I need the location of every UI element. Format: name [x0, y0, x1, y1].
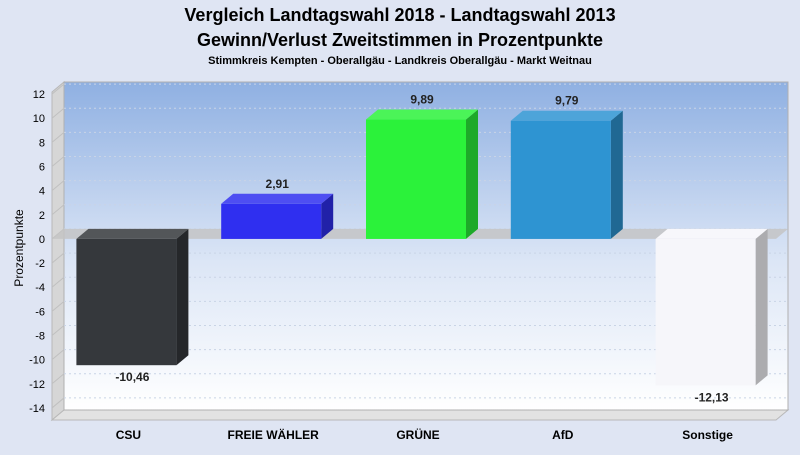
y-tick-label: -6	[35, 306, 45, 318]
bar-front	[510, 120, 611, 239]
bar-side	[610, 110, 623, 239]
bar-front	[655, 238, 756, 386]
gridline-side	[51, 325, 65, 336]
y-tick-label: -10	[29, 355, 45, 367]
value-label: 9,79	[555, 94, 579, 108]
bar-side	[321, 193, 334, 239]
y-tick-label: 0	[39, 234, 45, 246]
gridline-side	[51, 276, 65, 288]
value-label: 9,89	[410, 93, 434, 107]
y-tick-label: -4	[35, 282, 45, 294]
y-tick-label: 2	[39, 210, 45, 222]
chart-subtitle: Stimmkreis Kempten - Oberallgäu - Landkr…	[208, 55, 592, 67]
y-tick-label: 6	[39, 162, 45, 174]
gridline-side	[51, 300, 65, 312]
value-label: -12,13	[695, 390, 729, 404]
bars	[76, 109, 768, 386]
gridline-side	[51, 252, 65, 264]
x-tick-label: FREIE WÄHLER	[228, 427, 320, 442]
bar-csu	[76, 228, 189, 366]
gridline-side	[51, 397, 65, 409]
value-labels: -10,46 2,91 9,89 9,79 -12,13	[115, 93, 729, 405]
y-tick-label: 8	[39, 137, 45, 149]
y-tick-label: -14	[29, 403, 45, 415]
bar-top	[366, 109, 478, 120]
bar-top	[76, 228, 189, 239]
value-label: 2,91	[266, 177, 290, 191]
gridline-side	[51, 156, 65, 167]
bar-afd	[510, 110, 623, 239]
plot-side-wall	[51, 80, 65, 422]
y-tick-label: 12	[33, 89, 45, 101]
bar-side	[176, 228, 189, 366]
y-axis-label: Prozentpunkte	[12, 209, 26, 287]
bar-front	[221, 203, 322, 239]
plot-floor	[50, 409, 790, 421]
gridline-side	[51, 107, 65, 119]
bar-side	[755, 228, 768, 386]
value-label: -10,46	[115, 370, 149, 384]
bar-top	[221, 193, 334, 204]
y-tick-label: 4	[39, 186, 45, 198]
x-tick-label: AfD	[552, 428, 574, 442]
gridline-side	[51, 131, 65, 143]
bar-front	[76, 238, 177, 366]
x-tick-label: GRÜNE	[396, 427, 439, 442]
y-tick-label: -12	[29, 379, 45, 391]
gridline-side	[51, 373, 65, 385]
category-labels: CSU FREIE WÄHLER GRÜNE AfD Sonstige	[116, 427, 734, 442]
gridline-side	[51, 180, 65, 192]
x-tick-label: CSU	[116, 428, 141, 442]
bar-freie-wähler	[221, 193, 334, 239]
x-tick-label: Sonstige	[682, 428, 733, 442]
chart-title: Vergleich Landtagswahl 2018 - Landtagswa…	[184, 5, 615, 25]
bar-side	[466, 109, 478, 239]
bar-sonstige	[655, 228, 768, 386]
gridline-side	[51, 83, 65, 95]
bar-grüne	[366, 109, 478, 239]
bar-top	[510, 110, 623, 121]
bar-front	[366, 119, 466, 239]
y-tick-label: -2	[35, 258, 45, 270]
y-tick-label: 10	[33, 113, 45, 125]
gridline-side	[51, 204, 65, 216]
chart-title-line2: Gewinn/Verlust Zweitstimmen in Prozentpu…	[197, 30, 603, 50]
y-tick-label: -8	[35, 331, 45, 343]
y-axis-ticks: 12 10 8 6 4 2 0 -2 -4 -6 -8 -10 -12 -14	[29, 89, 45, 415]
bar-top	[655, 228, 768, 239]
gridline-side	[51, 349, 65, 361]
